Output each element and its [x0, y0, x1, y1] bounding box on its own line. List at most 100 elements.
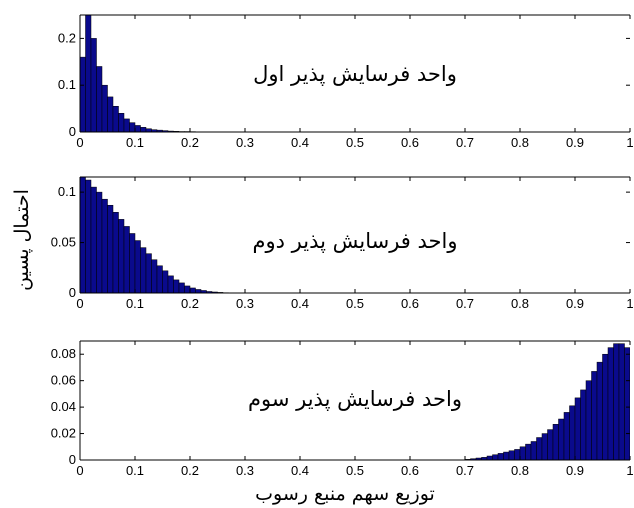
- histogram-bar: [574, 397, 581, 460]
- histogram-bar: [585, 380, 592, 460]
- x-tick-label: 1: [626, 296, 633, 311]
- x-tick-label: 0.8: [511, 463, 529, 478]
- histogram-bar: [497, 453, 504, 460]
- x-tick-label: 0.7: [456, 135, 474, 150]
- y-tick-label: 0.08: [51, 346, 76, 361]
- histogram-bar: [140, 247, 147, 293]
- y-tick-label: 0.02: [51, 426, 76, 441]
- histogram-bar: [552, 424, 559, 460]
- x-tick-label: 1: [626, 463, 633, 478]
- bars: [80, 177, 229, 293]
- histogram-bar: [618, 343, 625, 460]
- histogram-bar: [591, 371, 598, 460]
- x-tick-label: 0.4: [291, 135, 309, 150]
- y-axis-title: احتمال پسین: [11, 189, 33, 291]
- x-tick-label: 0.1: [126, 296, 144, 311]
- histogram-bar: [508, 450, 515, 460]
- bars: [80, 15, 213, 132]
- histogram-bar: [123, 226, 130, 293]
- histogram-bar: [541, 433, 548, 460]
- y-tick-label: 0.1: [58, 184, 76, 199]
- y-tick-label: 0: [69, 452, 76, 467]
- x-tick-label: 0.3: [236, 463, 254, 478]
- x-tick-label: 0.2: [181, 135, 199, 150]
- histogram-bar: [519, 446, 526, 460]
- histogram-bar: [563, 412, 570, 460]
- histogram-bar: [629, 356, 630, 460]
- x-tick-label: 0.7: [456, 296, 474, 311]
- y-tick-label: 0: [69, 124, 76, 139]
- y-tick-label: 0: [69, 285, 76, 300]
- x-tick-label: 0.2: [181, 296, 199, 311]
- x-tick-label: 0.1: [126, 463, 144, 478]
- histogram-bar: [602, 353, 609, 460]
- panel-third-erodible-unit: 0 0.1 0.2 0.3 0.4 0.5 0.6 0.7 0.8 0.9 1 0 0.02 0.04 0.…: [51, 340, 634, 478]
- bars: [464, 343, 630, 460]
- x-tick-label: 0: [76, 296, 83, 311]
- histogram-bar: [134, 125, 141, 132]
- x-tick-label: 0.4: [291, 296, 309, 311]
- panel-label: واحد فرسایش پذیر اول: [253, 62, 457, 86]
- x-tick-label: 0.9: [566, 135, 584, 150]
- histogram-bar: [85, 15, 92, 132]
- x-tick-label: 0.1: [126, 135, 144, 150]
- histogram-bar: [90, 186, 97, 293]
- histogram-bar: [140, 127, 147, 132]
- histogram-bar: [85, 179, 92, 293]
- histogram-bar: [112, 106, 119, 132]
- y-tick-label: 0.04: [51, 399, 76, 414]
- x-tick-label: 0.5: [346, 296, 364, 311]
- histogram-bar: [90, 38, 97, 132]
- histogram-bar: [195, 289, 202, 293]
- x-tick-label: 0.5: [346, 135, 364, 150]
- histogram-bar: [173, 279, 180, 293]
- y-tick-label: 0.06: [51, 373, 76, 388]
- x-tick-label: 0.5: [346, 463, 364, 478]
- histogram-bar: [530, 441, 537, 460]
- histogram-bar: [162, 270, 169, 293]
- histogram-bar: [118, 113, 125, 132]
- x-tick-label: 0.9: [566, 463, 584, 478]
- histogram-bar: [134, 240, 141, 293]
- histogram-bar: [580, 389, 587, 460]
- x-tick-label: 0: [76, 463, 83, 478]
- panel-second-erodible-unit: 0 0.1 0.2 0.3 0.4 0.5 0.6 0.7 0.8 0.9 1 0 0.05 0.1 واح…: [51, 176, 634, 311]
- x-tick-label: 0.8: [511, 135, 529, 150]
- histogram-bar: [118, 219, 125, 293]
- histogram-bar: [514, 449, 521, 460]
- histogram-bar: [123, 118, 130, 132]
- x-tick-label: 0.3: [236, 296, 254, 311]
- histogram-bar: [624, 347, 630, 460]
- histogram-bar: [189, 287, 196, 293]
- x-tick-label: 0.3: [236, 135, 254, 150]
- x-tick-label: 0.7: [456, 463, 474, 478]
- x-axis-title: توزیع سهم منبع رسوب: [255, 483, 435, 505]
- histogram-bar: [558, 418, 565, 460]
- y-tick-label: 0.1: [58, 77, 76, 92]
- histogram-bar: [536, 437, 543, 460]
- histogram-bar: [96, 66, 103, 132]
- histogram-bar: [547, 429, 554, 460]
- histogram-bar: [525, 443, 532, 460]
- x-tick-label: 0.2: [181, 463, 199, 478]
- y-tick-label: 0.2: [58, 30, 76, 45]
- x-tick-label: 1: [626, 135, 633, 150]
- histogram-bar: [107, 96, 114, 132]
- histogram-bar: [101, 84, 108, 132]
- x-tick-label: 0.6: [401, 463, 419, 478]
- x-tick-label: 0.8: [511, 296, 529, 311]
- histogram-bar: [492, 454, 499, 460]
- histogram-bar: [129, 122, 136, 132]
- histogram-bar: [596, 361, 603, 460]
- x-tick-label: 0: [76, 135, 83, 150]
- histogram-bar: [607, 347, 614, 460]
- histogram-bar: [569, 405, 576, 460]
- histogram-bar: [486, 455, 493, 460]
- x-tick-label: 0.4: [291, 463, 309, 478]
- histogram-bar: [184, 285, 191, 293]
- histogram-bar: [156, 265, 163, 293]
- panel-label: واحد فرسایش پذیر دوم: [252, 229, 457, 253]
- x-tick-label: 0.6: [401, 296, 419, 311]
- histogram-bar: [145, 253, 152, 293]
